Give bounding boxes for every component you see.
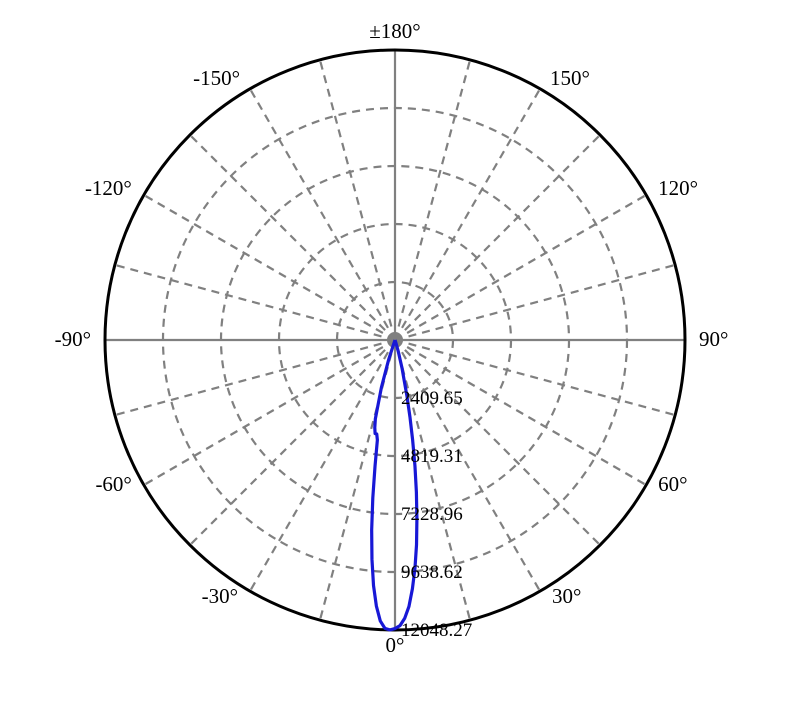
radial-label: 4819.31 <box>401 446 463 467</box>
radial-label: 12048.27 <box>401 620 472 641</box>
angle-label: 150° <box>550 66 590 90</box>
angle-label: -60° <box>95 472 131 496</box>
angle-label: 30° <box>552 584 581 608</box>
radial-label: 7228.96 <box>401 504 463 525</box>
angle-label: 90° <box>699 327 728 351</box>
polar-svg: 0°30°60°90°120°150°±180°-150°-120°-90°-6… <box>0 0 790 713</box>
polar-chart: 0°30°60°90°120°150°±180°-150°-120°-90°-6… <box>0 0 790 713</box>
angle-label: -90° <box>55 327 91 351</box>
angle-label: -120° <box>85 176 132 200</box>
angle-label: 120° <box>658 176 698 200</box>
radial-label: 2409.65 <box>401 388 463 409</box>
angle-label: ±180° <box>369 19 420 43</box>
angle-label: 60° <box>658 472 687 496</box>
angle-label: -30° <box>202 584 238 608</box>
radial-label: 9638.62 <box>401 562 463 583</box>
angle-label: -150° <box>193 66 240 90</box>
